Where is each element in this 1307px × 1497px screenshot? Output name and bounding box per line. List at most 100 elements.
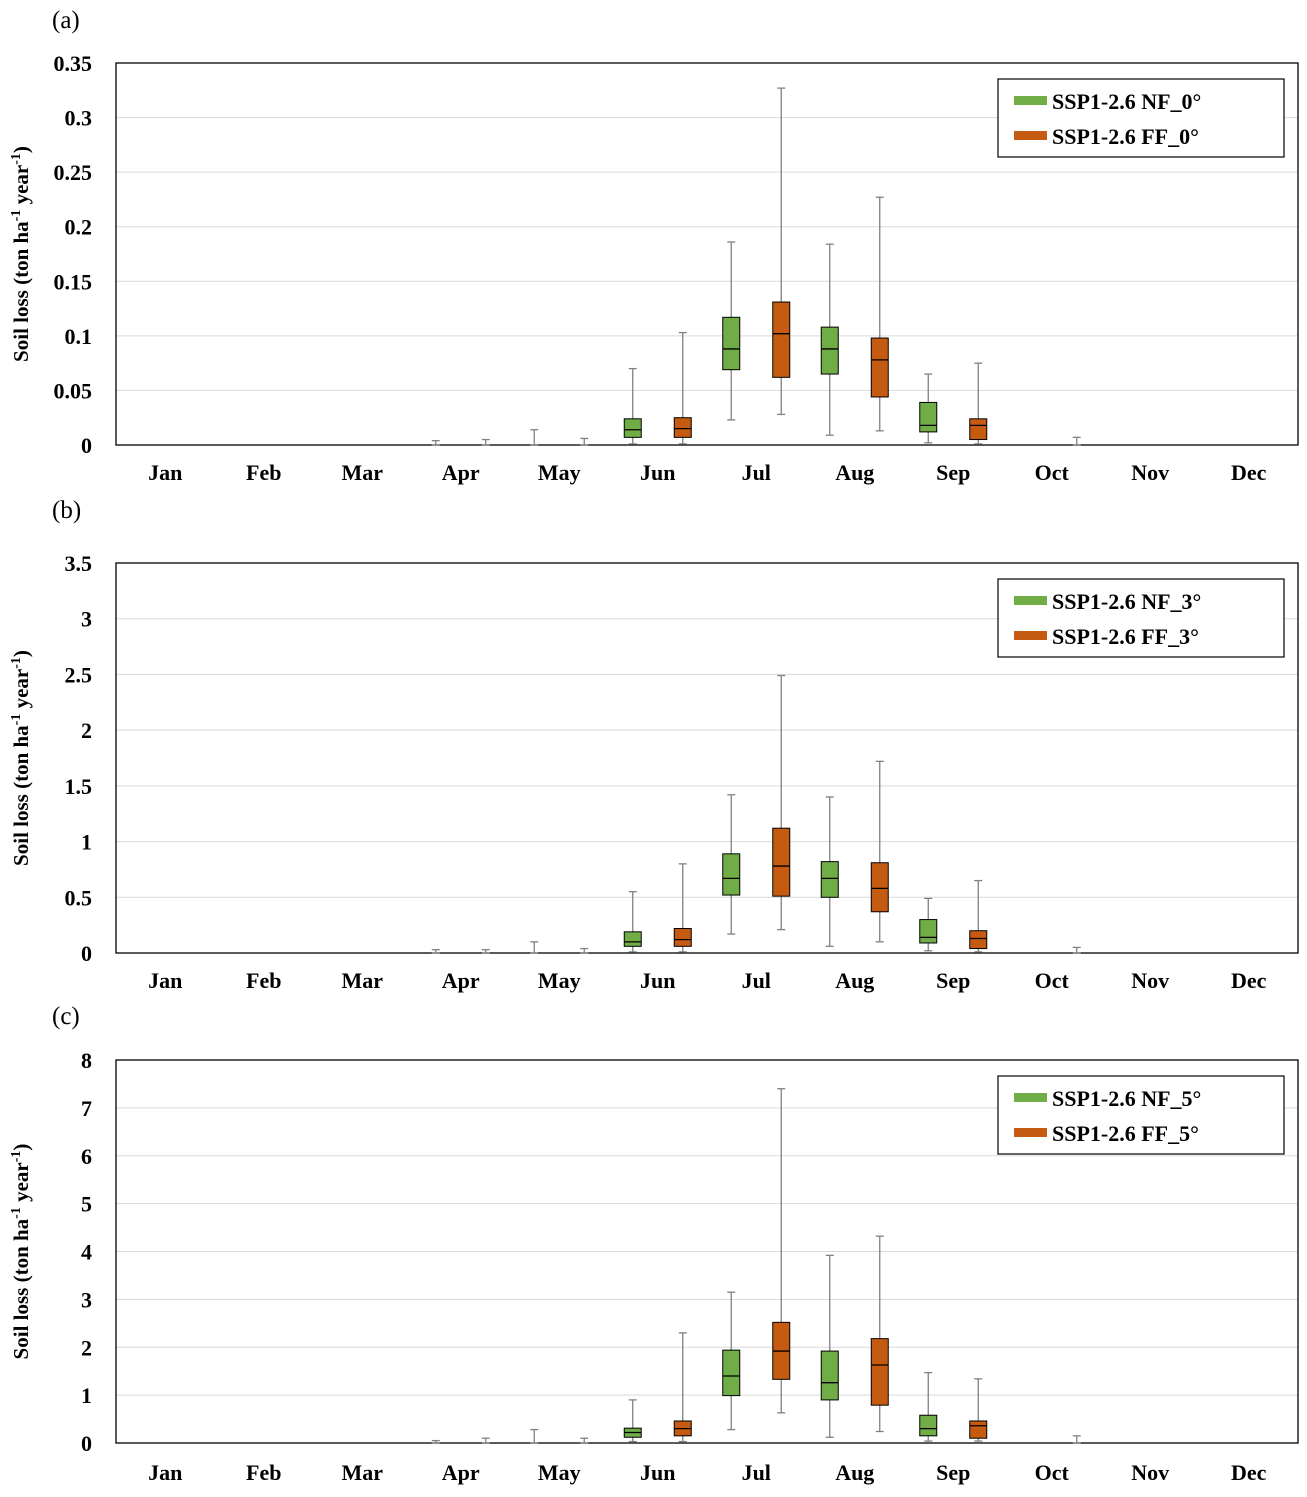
legend-swatch-nf — [1014, 96, 1047, 105]
y-tick-label: 3.5 — [65, 551, 93, 576]
y-axis-label-part: -1 — [9, 1151, 24, 1163]
x-tick-label: Nov — [1131, 1460, 1169, 1485]
y-tick-label: 0 — [81, 1431, 92, 1456]
box-nf-may — [530, 941, 539, 954]
x-tick-label: May — [538, 1460, 581, 1485]
y-axis-label-part: year — [9, 669, 33, 714]
y-axis-label-part: year — [9, 165, 33, 210]
y-tick-label: 0.05 — [54, 378, 93, 403]
y-tick-label: 0 — [81, 433, 92, 458]
legend: SSP1-2.6 NF_0° SSP1-2.6 FF_0° — [997, 78, 1285, 158]
x-tick-label: Jun — [640, 1460, 675, 1485]
y-axis-label-part: Soil loss (ton ha — [9, 1218, 33, 1359]
box-nf-apr — [431, 1439, 440, 1444]
box-ff-aug — [870, 1235, 889, 1433]
x-tick-label: Jul — [742, 460, 771, 485]
box-nf-jul — [722, 794, 741, 935]
x-tick-label: Jun — [640, 968, 675, 993]
y-tick-label: 3 — [81, 1287, 92, 1312]
legend: SSP1-2.6 NF_3° SSP1-2.6 FF_3° — [997, 578, 1285, 658]
box-iqr — [673, 417, 692, 438]
x-tick-label: Aug — [835, 1460, 874, 1485]
legend-swatch-ff — [1014, 131, 1047, 140]
legend-label: SSP1-2.6 NF_0° — [1052, 89, 1201, 114]
legend: SSP1-2.6 NF_5° SSP1-2.6 FF_5° — [997, 1075, 1285, 1155]
box-iqr — [820, 861, 839, 898]
box-nf-aug — [820, 243, 839, 436]
plot-area-frame — [115, 562, 1299, 954]
x-tick-label: Mar — [341, 968, 383, 993]
x-tick-label: Apr — [442, 460, 480, 485]
box-iqr — [969, 418, 988, 441]
x-tick-label: Jan — [148, 968, 182, 993]
box-iqr — [919, 401, 938, 433]
x-tick-label: Jul — [742, 968, 771, 993]
y-axis-label-part: -1 — [9, 153, 24, 165]
box-iqr — [623, 418, 642, 438]
x-tick-label: Nov — [1131, 460, 1169, 485]
panel-label: (c) — [52, 1003, 80, 1030]
legend-box — [997, 1075, 1285, 1155]
legend-swatch-nf — [1014, 1093, 1047, 1102]
legend-swatch-ff — [1014, 631, 1047, 640]
y-tick-label: 1 — [81, 1383, 92, 1408]
box-nf-sep — [919, 373, 938, 444]
y-tick-label: 0.2 — [65, 215, 93, 240]
box-ff-apr — [481, 1437, 490, 1444]
y-tick-label: 8 — [81, 1048, 92, 1073]
x-tick-label: Jan — [148, 1460, 182, 1485]
box-iqr — [722, 316, 741, 371]
box-nf-jun — [623, 1399, 642, 1443]
box-ff-oct — [1072, 1435, 1081, 1444]
legend-label: SSP1-2.6 FF_3° — [1052, 624, 1199, 649]
x-tick-label: Nov — [1131, 968, 1169, 993]
y-axis-label-part: -1 — [9, 657, 24, 669]
x-tick-label: May — [538, 968, 581, 993]
box-ff-may — [580, 437, 589, 446]
box-nf-apr — [431, 949, 440, 954]
x-tick-label: Dec — [1231, 1460, 1267, 1485]
box-ff-apr — [481, 949, 490, 954]
x-tick-label: Apr — [442, 1460, 480, 1485]
box-ff-jun — [673, 1332, 692, 1443]
box-iqr — [919, 919, 938, 944]
box-ff-sep — [969, 879, 988, 953]
legend-label: SSP1-2.6 FF_0° — [1052, 124, 1199, 149]
legend-box — [997, 578, 1285, 658]
y-axis-label-part: Soil loss (ton ha — [9, 725, 33, 866]
y-tick-label: 1.5 — [65, 774, 93, 799]
legend-label: SSP1-2.6 FF_5° — [1052, 1121, 1199, 1146]
y-tick-label: 6 — [81, 1144, 92, 1169]
y-axis-label-part: ) — [9, 146, 33, 153]
y-axis-label-part: ) — [9, 650, 33, 657]
legend-swatch-nf — [1014, 596, 1047, 605]
x-tick-label: Aug — [835, 968, 874, 993]
x-tick-label: Sep — [936, 1460, 970, 1485]
box-iqr — [820, 1350, 839, 1401]
x-tick-label: Oct — [1035, 460, 1070, 485]
x-tick-label: Feb — [246, 968, 281, 993]
box-iqr — [772, 301, 791, 378]
y-tick-label: 4 — [81, 1240, 92, 1265]
y-axis-label: Soil loss (ton ha-1 year-1) — [9, 650, 33, 866]
box-iqr — [919, 1414, 938, 1437]
x-tick-label: May — [538, 460, 581, 485]
panel-label: (b) — [52, 497, 81, 524]
box-iqr — [820, 326, 839, 375]
y-axis-label: Soil loss (ton ha-1 year-1) — [9, 146, 33, 362]
x-tick-label: Jun — [640, 460, 675, 485]
y-tick-label: 0.3 — [65, 106, 93, 131]
y-axis-label-part: Soil loss (ton ha — [9, 221, 33, 362]
y-axis-label-part: year — [9, 1162, 33, 1207]
y-tick-label: 5 — [81, 1192, 92, 1217]
box-nf-aug — [820, 796, 839, 947]
x-tick-label: Oct — [1035, 968, 1070, 993]
box-ff-apr — [481, 438, 490, 446]
x-tick-label: Feb — [246, 1460, 281, 1485]
box-iqr — [772, 827, 791, 897]
x-tick-label: Mar — [341, 1460, 383, 1485]
box-iqr — [623, 931, 642, 947]
box-ff-may — [580, 1437, 589, 1444]
